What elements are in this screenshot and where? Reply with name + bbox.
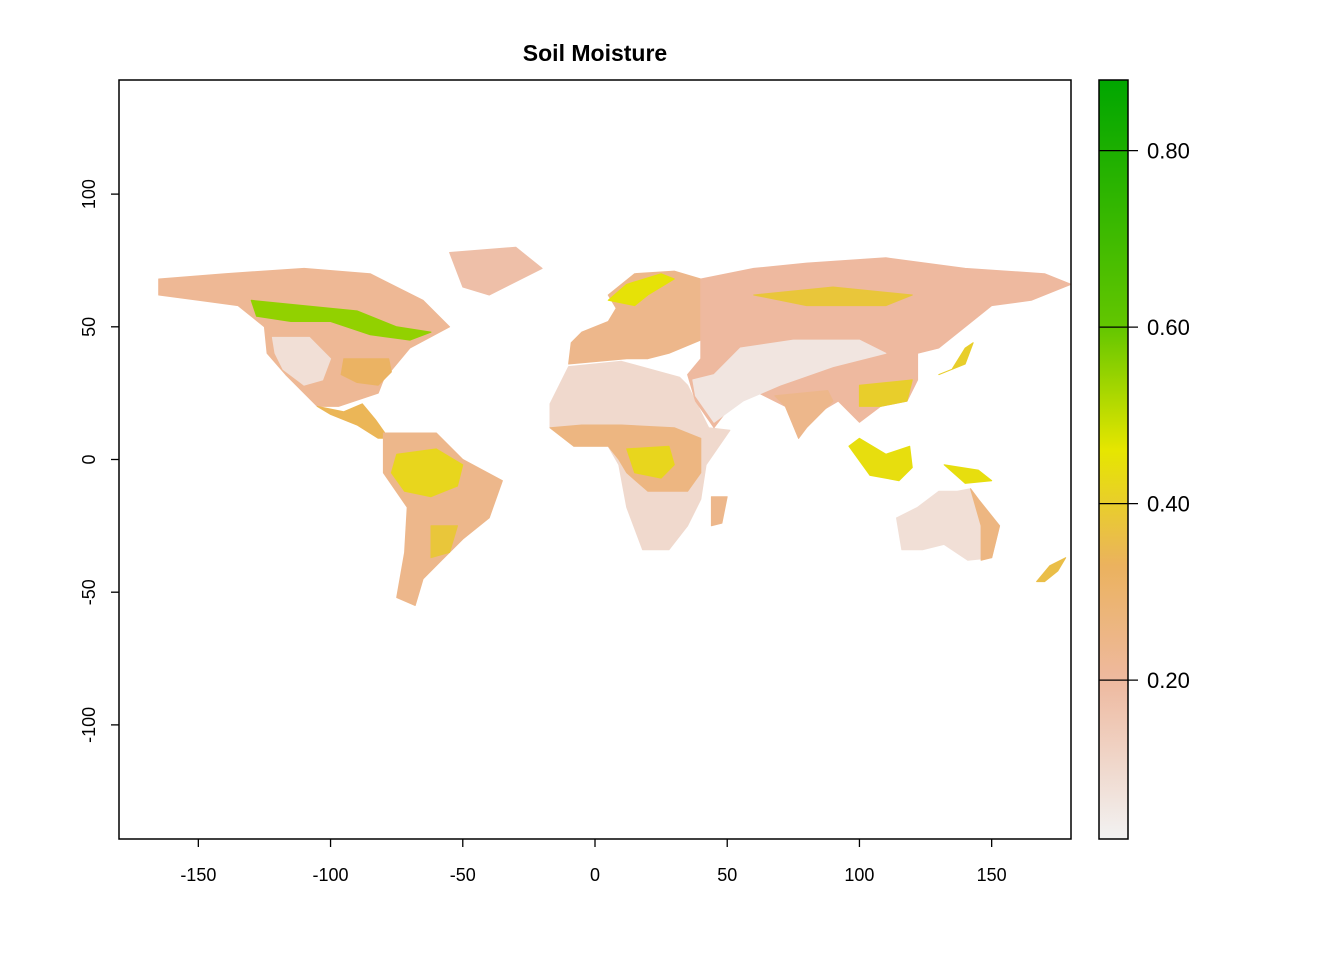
y-tick-label: 100 [79, 179, 99, 209]
region-south-china [858, 379, 913, 407]
region-europe [568, 270, 702, 365]
region-central-america [316, 403, 390, 439]
chart-title: Soil Moisture [523, 40, 667, 66]
legend-tick-label: 0.20 [1147, 668, 1190, 693]
region-india [774, 390, 834, 439]
x-tick-label: 100 [844, 865, 874, 885]
region-amazon-basin [390, 448, 464, 498]
colorbar [1098, 79, 1129, 840]
plot-frame [118, 79, 1072, 840]
y-axis: -100 -50 0 50 100 [79, 179, 119, 743]
region-congo-basin [626, 445, 675, 479]
region-greenland-coast [449, 246, 543, 296]
region-arabia-central-asia-dry [692, 339, 887, 423]
x-tick-label: -100 [313, 865, 349, 885]
region-australia-east [970, 488, 1001, 561]
colorbar-legend: 0.20 0.40 0.60 0.80 [1098, 79, 1190, 840]
region-canada-wet-belt [250, 299, 432, 341]
legend-tick-label: 0.40 [1147, 492, 1190, 517]
y-tick-label: -50 [79, 579, 99, 605]
region-us-southeast [340, 358, 392, 386]
x-tick-label: 150 [977, 865, 1007, 885]
region-southeast-asia [848, 437, 913, 482]
region-siberia-wet [753, 286, 913, 307]
legend-tick-label: 0.60 [1147, 315, 1190, 340]
x-tick-label: -50 [450, 865, 476, 885]
x-axis: -150 -100 -50 0 50 100 150 [180, 839, 1007, 885]
region-scandinavia-wet [607, 273, 675, 307]
y-tick-label: 0 [79, 454, 99, 464]
region-new-guinea [943, 464, 993, 484]
region-la-plata [430, 525, 458, 559]
x-tick-label: 0 [590, 865, 600, 885]
x-tick-label: -150 [180, 865, 216, 885]
x-tick-label: 50 [717, 865, 737, 885]
land-raster [158, 246, 1071, 606]
legend-tick-label: 0.80 [1147, 139, 1190, 164]
region-new-zealand [1036, 557, 1067, 583]
y-tick-label: 50 [79, 317, 99, 337]
y-tick-label: -100 [79, 707, 99, 743]
region-madagascar [710, 496, 728, 527]
region-us-west-dry [271, 336, 332, 386]
region-japan [938, 342, 974, 376]
